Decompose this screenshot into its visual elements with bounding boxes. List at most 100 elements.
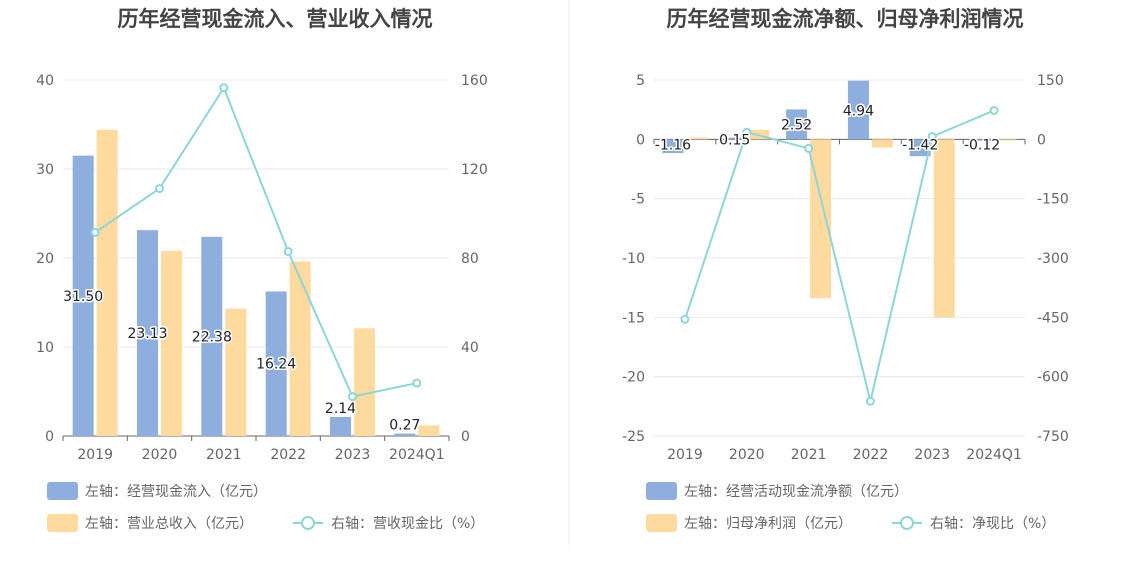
right-axis-tick-label: -600 — [1037, 370, 1069, 386]
bar-primary — [971, 139, 993, 141]
chart-title: 历年经营现金流净额、归母净利润情况 — [667, 7, 1024, 31]
x-axis-category-label: 2024Q1 — [389, 447, 445, 463]
line-point — [865, 396, 875, 406]
legend-label: 左轴：经营活动现金流净额（亿元） — [684, 484, 908, 500]
bar-primary — [786, 109, 808, 140]
legend-swatch-bar-secondary — [47, 514, 78, 532]
right-axis-tick-label: 150 — [1037, 73, 1064, 89]
line-point — [989, 105, 999, 115]
left-axis-tick-label: -15 — [622, 310, 645, 326]
legend-label: 右轴：营收现金比（%） — [331, 516, 484, 532]
left-axis-tick-label: -10 — [622, 251, 645, 267]
line-point — [927, 132, 937, 142]
x-axis-category-label: 2022 — [270, 447, 306, 463]
left-axis-tick-label: 30 — [36, 162, 54, 178]
bar-primary — [330, 416, 351, 436]
x-axis-category-label: 2021 — [791, 447, 827, 463]
bar-data-label: -0.12 — [964, 137, 1000, 153]
bar-primary — [201, 236, 223, 436]
bar-secondary — [289, 261, 311, 436]
bar-secondary — [995, 139, 1017, 141]
right-axis-tick-label: -450 — [1037, 310, 1069, 326]
right-axis-tick-label: 160 — [461, 73, 488, 89]
x-axis-category-label: 2019 — [667, 447, 703, 463]
line-point — [412, 378, 422, 388]
left-axis-tick-label: -5 — [631, 192, 645, 208]
left-axis-tick-label: 0 — [636, 132, 645, 148]
bar-data-label: 22.38 — [192, 329, 232, 345]
left-axis-tick-label: 10 — [36, 340, 54, 356]
legend-label: 左轴：归母净利润（亿元） — [684, 515, 852, 532]
bar-primary — [72, 155, 94, 436]
right-axis-tick-label: 120 — [461, 162, 488, 178]
legend-swatch-bar-secondary — [646, 514, 677, 532]
bar-data-label: 16.24 — [256, 357, 296, 373]
x-axis-category-label: 2023 — [914, 447, 950, 463]
right-axis-tick-label: -150 — [1037, 192, 1069, 208]
line-point — [680, 314, 690, 324]
legend-label: 右轴：净现比（%） — [930, 516, 1055, 532]
line-point — [804, 143, 814, 153]
left-axis-tick-label: 40 — [36, 73, 54, 89]
bar-data-label: -1.42 — [902, 137, 938, 153]
legend-label: 左轴：营业总收入（亿元） — [85, 516, 253, 532]
chart-1: 历年经营现金流入、营业收入情况 0 10 20 30 40 0 40 80 120 160 2019 2… — [36, 7, 488, 532]
bar-secondary — [933, 139, 955, 318]
bar-secondary — [96, 129, 118, 436]
left-axis-tick-label: -20 — [622, 370, 645, 386]
left-axis-tick-label: 0 — [45, 429, 54, 445]
bar-primary — [662, 139, 684, 154]
line-series — [683, 109, 995, 402]
x-axis-category-label: 2020 — [729, 447, 765, 463]
right-axis-tick-label: 80 — [461, 251, 479, 267]
x-axis-category-label: 2021 — [206, 447, 242, 463]
chart-2: 历年经营现金流净额、归母净利润情况 -25 -20 -15 -10 -5 0 5 -750 -60… — [622, 7, 1069, 532]
left-axis-tick-label: 20 — [36, 251, 54, 267]
line-series — [94, 85, 418, 398]
bar-data-label: 23.13 — [127, 326, 167, 342]
bar-secondary — [354, 328, 375, 436]
legend-swatch-line-marker — [301, 516, 315, 530]
right-axis-tick-label: 0 — [1037, 132, 1046, 148]
bar-data-label: -1.16 — [655, 137, 691, 153]
bar-primary — [847, 80, 869, 140]
right-axis-tick-label: 0 — [461, 429, 470, 445]
line-point — [283, 247, 293, 257]
bar-secondary — [418, 425, 440, 436]
x-axis-category-label: 2019 — [77, 447, 113, 463]
bar-secondary — [686, 137, 708, 140]
legend-swatch-bar-primary — [646, 482, 677, 500]
right-axis-tick-label: -750 — [1037, 429, 1069, 445]
bar-secondary — [810, 139, 832, 299]
right-axis-tick-label: 40 — [461, 340, 479, 356]
line-point — [90, 227, 100, 237]
line-point — [219, 83, 229, 93]
bar-secondary — [225, 308, 247, 436]
bar-data-label: 2.14 — [325, 401, 356, 417]
bar-data-label: 0.15 — [719, 132, 750, 148]
line-point — [155, 184, 164, 194]
right-axis-tick-label: -300 — [1037, 251, 1069, 267]
x-axis-category-label: 2022 — [853, 447, 889, 463]
bar-data-label: 31.50 — [63, 289, 103, 305]
line-point — [348, 392, 357, 402]
bar-primary — [724, 137, 746, 140]
left-axis-tick-label: 5 — [636, 73, 645, 89]
chart-title: 历年经营现金流入、营业收入情况 — [118, 7, 433, 31]
bar-primary — [909, 139, 931, 157]
bar-data-label: 0.27 — [389, 418, 420, 434]
bar-primary — [265, 291, 287, 436]
bar-data-label: 2.52 — [781, 117, 812, 133]
bar-secondary — [161, 250, 182, 436]
left-axis-tick-label: -25 — [622, 429, 645, 445]
line-point — [742, 127, 752, 137]
legend-label: 左轴：经营现金流入（亿元） — [85, 484, 267, 500]
legend-swatch-bar-primary — [47, 482, 78, 500]
bar-data-label: 4.94 — [843, 104, 874, 120]
legend-swatch-line-marker — [900, 516, 914, 530]
x-axis-category-label: 2020 — [142, 447, 178, 463]
x-axis-category-label: 2023 — [335, 447, 371, 463]
bar-primary — [137, 230, 158, 436]
